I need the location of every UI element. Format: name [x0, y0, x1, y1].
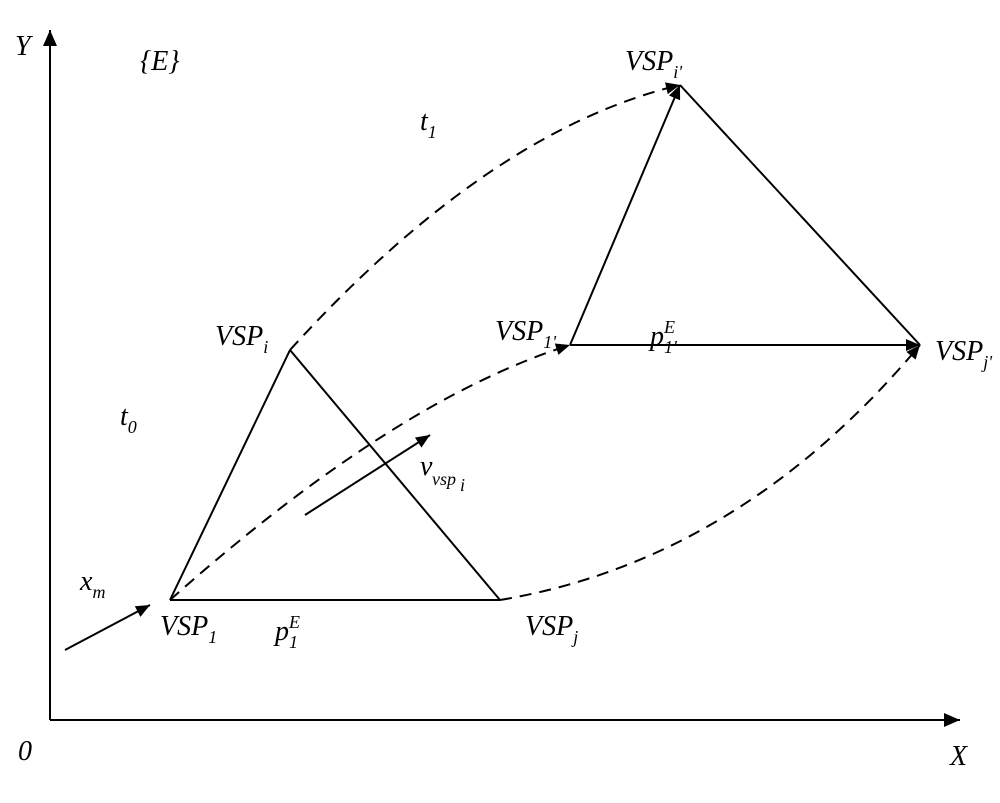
- vvsp-label: vvspi: [420, 451, 465, 495]
- t0-label: t0: [120, 401, 137, 437]
- node-label-vspi: VSPi: [215, 321, 268, 357]
- svg-text:p: p: [273, 616, 289, 647]
- x-axis-label: X: [949, 741, 968, 772]
- p1E-label-b: pE1': [648, 317, 678, 357]
- arc-vspj-vspjp: [500, 345, 920, 600]
- node-label-vspjp: VSPj': [935, 336, 993, 372]
- xm-label: xm: [79, 566, 105, 602]
- edge-vsp1p-vspip: [570, 85, 680, 345]
- svg-text:E: E: [288, 612, 300, 632]
- p1E-label-a: pE1: [273, 612, 300, 652]
- node-label-vspj: VSPj: [525, 611, 578, 647]
- arc-vspi-vspip: [290, 85, 680, 350]
- node-label-vsp1: VSP1: [160, 611, 217, 647]
- node-label-vspip: VSPi': [625, 46, 683, 82]
- frame-E-label: {E}: [140, 46, 180, 77]
- svg-text:1: 1: [289, 632, 298, 652]
- svg-text:vsp: vsp: [432, 469, 456, 489]
- xm-arrow: [65, 605, 150, 650]
- edge-vsp1-vspi: [170, 350, 290, 600]
- origin-label: 0: [18, 736, 32, 767]
- t1-label: t1: [420, 106, 437, 142]
- svg-text:p: p: [648, 321, 664, 352]
- diagram-canvas: XY0{E}VSP1VSPiVSPjVSP1'VSPi'VSPj't0t1pE1…: [0, 0, 1000, 803]
- svg-text:1': 1': [664, 337, 678, 357]
- edge-vspip-vspjp: [680, 85, 920, 345]
- node-label-vsp1p: VSP1': [495, 316, 557, 352]
- svg-text:i: i: [460, 475, 465, 495]
- svg-text:E: E: [663, 317, 675, 337]
- y-axis-label: Y: [15, 31, 34, 62]
